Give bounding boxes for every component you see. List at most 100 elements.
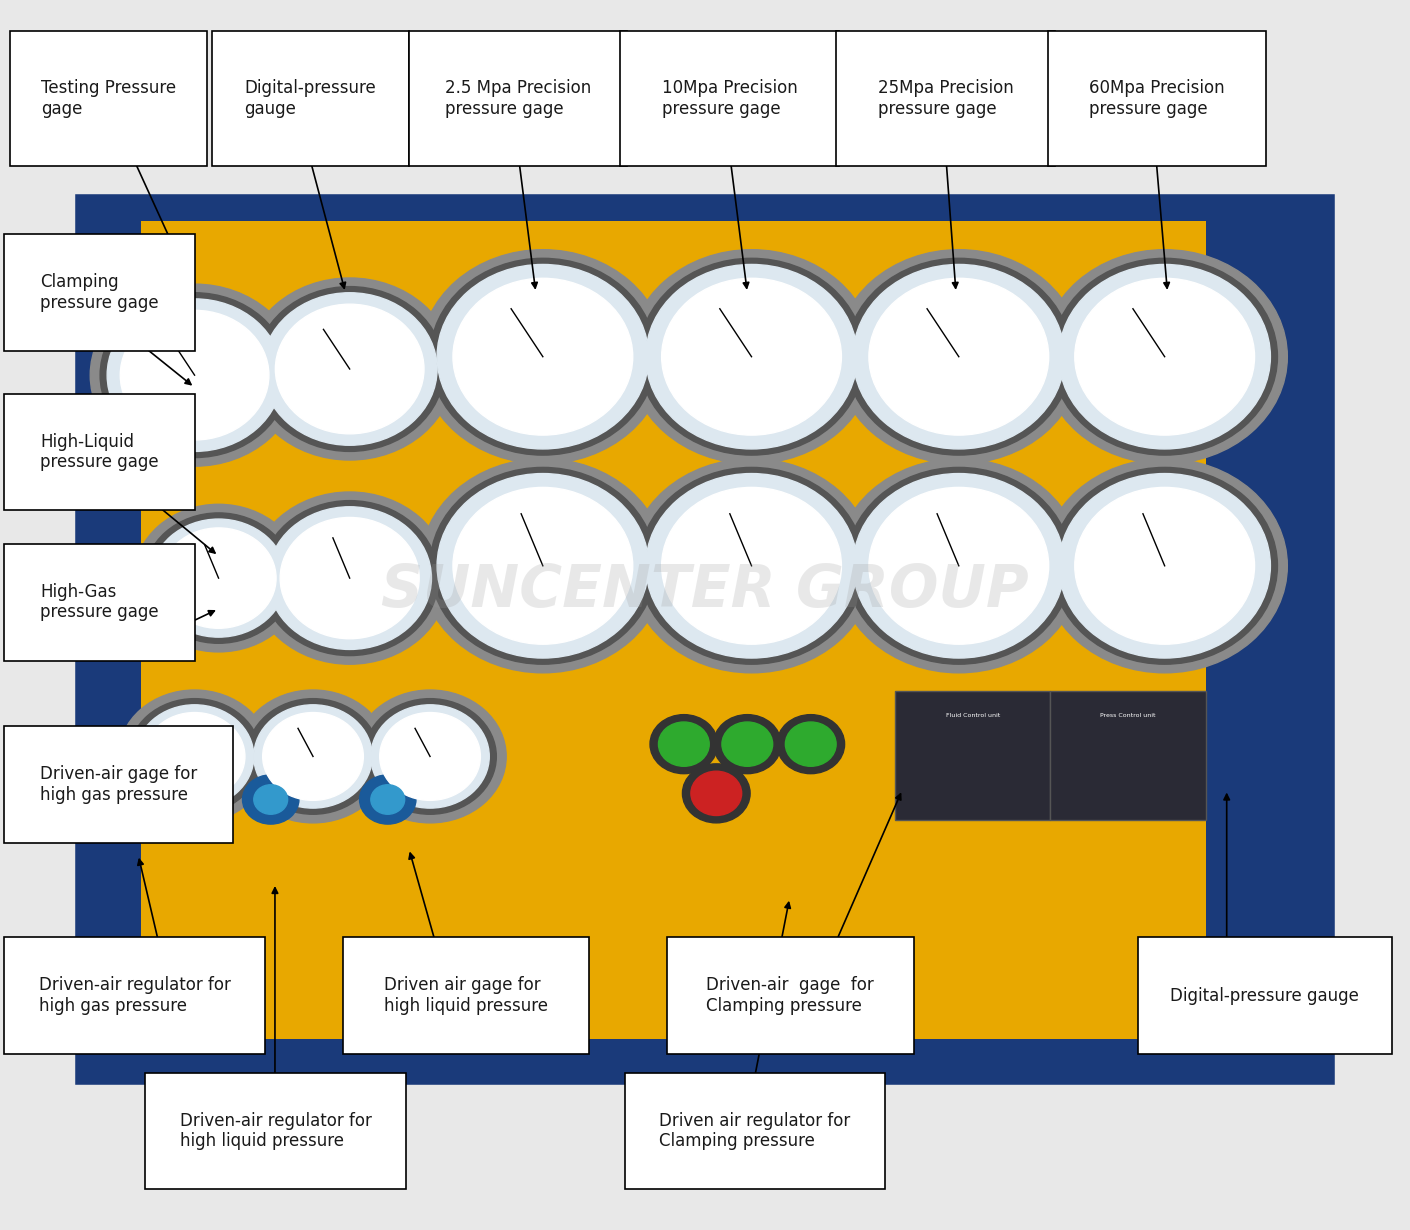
Circle shape — [128, 699, 261, 814]
Circle shape — [430, 467, 656, 664]
Circle shape — [262, 293, 437, 445]
Circle shape — [691, 771, 742, 815]
Circle shape — [1059, 474, 1270, 658]
Circle shape — [650, 715, 718, 774]
Text: Driven-air regulator for
high gas pressure: Driven-air regulator for high gas pressu… — [38, 977, 231, 1015]
FancyBboxPatch shape — [4, 394, 195, 510]
Circle shape — [639, 258, 864, 455]
Circle shape — [134, 504, 303, 652]
Circle shape — [682, 764, 750, 823]
Circle shape — [261, 501, 439, 656]
FancyBboxPatch shape — [625, 1073, 885, 1189]
Text: Clamping
pressure gage: Clamping pressure gage — [39, 273, 159, 311]
Circle shape — [629, 250, 874, 464]
Circle shape — [658, 722, 709, 766]
Circle shape — [120, 310, 269, 440]
Circle shape — [135, 785, 169, 814]
Circle shape — [255, 287, 444, 451]
Circle shape — [453, 487, 633, 645]
Circle shape — [135, 705, 254, 808]
Circle shape — [722, 722, 773, 766]
Circle shape — [646, 474, 857, 658]
FancyBboxPatch shape — [667, 937, 914, 1054]
FancyBboxPatch shape — [212, 31, 409, 166]
Circle shape — [853, 264, 1065, 449]
Circle shape — [1059, 264, 1270, 449]
Circle shape — [629, 459, 874, 673]
FancyBboxPatch shape — [1050, 691, 1206, 820]
Circle shape — [420, 250, 666, 464]
Circle shape — [1074, 278, 1255, 435]
Circle shape — [237, 690, 389, 823]
Circle shape — [379, 712, 481, 801]
Circle shape — [846, 467, 1072, 664]
Circle shape — [646, 264, 857, 449]
FancyBboxPatch shape — [78, 1033, 1332, 1082]
Circle shape — [853, 474, 1065, 658]
Circle shape — [144, 513, 293, 643]
Circle shape — [1042, 250, 1287, 464]
Circle shape — [281, 518, 419, 638]
Text: 2.5 Mpa Precision
pressure gage: 2.5 Mpa Precision pressure gage — [446, 79, 591, 118]
Text: Driven air gage for
high liquid pressure: Driven air gage for high liquid pressure — [384, 977, 548, 1015]
Circle shape — [713, 715, 781, 774]
Circle shape — [437, 474, 649, 658]
Circle shape — [251, 492, 448, 664]
Circle shape — [661, 278, 842, 435]
FancyBboxPatch shape — [4, 937, 265, 1054]
Text: Driven-air regulator for
high liquid pressure: Driven-air regulator for high liquid pre… — [179, 1112, 372, 1150]
Circle shape — [90, 284, 299, 466]
FancyBboxPatch shape — [4, 234, 195, 351]
FancyBboxPatch shape — [1206, 197, 1332, 1082]
Text: Driven-air  gage  for
Clamping pressure: Driven-air gage for Clamping pressure — [706, 977, 874, 1015]
Circle shape — [437, 264, 649, 449]
FancyBboxPatch shape — [1138, 937, 1392, 1054]
Text: 25Mpa Precision
pressure gage: 25Mpa Precision pressure gage — [877, 79, 1014, 118]
FancyBboxPatch shape — [145, 1073, 406, 1189]
Circle shape — [254, 785, 288, 814]
Circle shape — [836, 459, 1081, 673]
Circle shape — [785, 722, 836, 766]
Circle shape — [420, 459, 666, 673]
Circle shape — [1074, 487, 1255, 645]
Circle shape — [144, 712, 245, 801]
Text: 10Mpa Precision
pressure gage: 10Mpa Precision pressure gage — [661, 79, 798, 118]
FancyBboxPatch shape — [343, 937, 589, 1054]
Circle shape — [151, 519, 286, 637]
Circle shape — [1042, 459, 1287, 673]
Text: Digital-pressure
gauge: Digital-pressure gauge — [244, 79, 376, 118]
FancyBboxPatch shape — [4, 544, 195, 661]
FancyBboxPatch shape — [620, 31, 839, 166]
Text: Fluid Control unit: Fluid Control unit — [946, 713, 1000, 718]
Circle shape — [777, 715, 845, 774]
FancyBboxPatch shape — [78, 197, 1332, 1082]
Circle shape — [371, 785, 405, 814]
Text: Press Control unit: Press Control unit — [1100, 713, 1156, 718]
Circle shape — [846, 258, 1072, 455]
Circle shape — [869, 278, 1049, 435]
FancyBboxPatch shape — [1048, 31, 1266, 166]
Circle shape — [1052, 258, 1277, 455]
Text: Digital-pressure gauge: Digital-pressure gauge — [1170, 986, 1359, 1005]
Circle shape — [124, 775, 180, 824]
Circle shape — [243, 775, 299, 824]
Circle shape — [161, 528, 276, 629]
Circle shape — [275, 304, 424, 434]
Circle shape — [364, 699, 496, 814]
Circle shape — [107, 299, 282, 451]
FancyBboxPatch shape — [10, 31, 207, 166]
Text: 60Mpa Precision
pressure gage: 60Mpa Precision pressure gage — [1089, 79, 1225, 118]
Circle shape — [354, 690, 506, 823]
FancyBboxPatch shape — [895, 691, 1050, 820]
FancyBboxPatch shape — [409, 31, 627, 166]
Circle shape — [1052, 467, 1277, 664]
Text: Driven-air gage for
high gas pressure: Driven-air gage for high gas pressure — [39, 765, 197, 803]
Text: SUNCENTER GROUP: SUNCENTER GROUP — [381, 562, 1029, 619]
Circle shape — [453, 278, 633, 435]
Text: Testing Pressure
gage: Testing Pressure gage — [41, 79, 176, 118]
Circle shape — [869, 487, 1049, 645]
Circle shape — [254, 705, 372, 808]
Text: Driven air regulator for
Clamping pressure: Driven air regulator for Clamping pressu… — [660, 1112, 850, 1150]
FancyBboxPatch shape — [4, 726, 233, 843]
Circle shape — [360, 775, 416, 824]
